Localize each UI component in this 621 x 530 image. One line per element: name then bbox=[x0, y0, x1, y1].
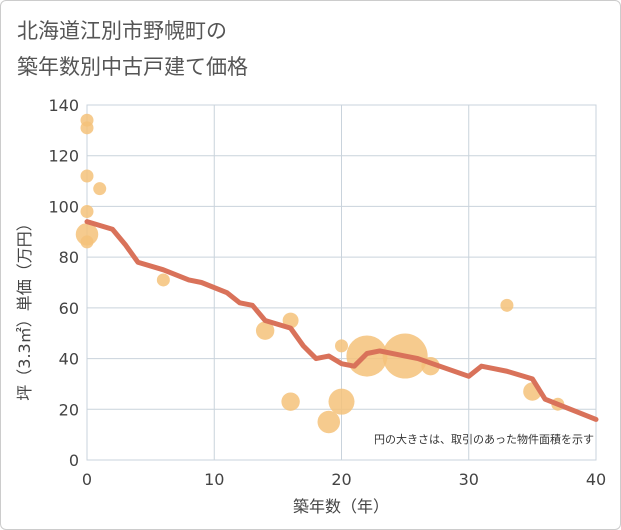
x-tick-label: 40 bbox=[586, 470, 606, 489]
scatter-point bbox=[281, 392, 300, 411]
chart-title-line-1: 北海道江別市野幌町の bbox=[17, 19, 227, 43]
scatter-point bbox=[156, 273, 170, 287]
x-tick-label: 10 bbox=[204, 470, 224, 489]
scatter-point bbox=[80, 169, 94, 183]
scatter-point bbox=[80, 235, 94, 249]
y-tick-label: 140 bbox=[48, 96, 79, 115]
y-tick-label: 60 bbox=[59, 299, 79, 318]
y-tick-label: 0 bbox=[69, 451, 79, 470]
scatter-point bbox=[500, 298, 514, 312]
x-axis-label: 築年数（年） bbox=[293, 497, 389, 516]
y-tick-label: 20 bbox=[59, 400, 79, 419]
x-tick-label: 30 bbox=[459, 470, 479, 489]
x-tick-label: 20 bbox=[331, 470, 351, 489]
scatter-point bbox=[328, 388, 355, 415]
y-tick-label: 120 bbox=[48, 147, 79, 166]
scatter-point bbox=[80, 121, 94, 135]
y-tick-label: 100 bbox=[48, 197, 79, 216]
scatter-point bbox=[335, 339, 348, 353]
scatter-point bbox=[255, 321, 275, 340]
chart-title-line-2: 築年数別中古戸建て価格 bbox=[17, 55, 248, 79]
scatter-point bbox=[80, 205, 94, 218]
y-tick-label: 80 bbox=[59, 248, 79, 267]
chart-title: 北海道江別市野幌町の 築年数別中古戸建て価格 bbox=[17, 13, 248, 85]
x-tick-label: 0 bbox=[82, 470, 92, 489]
trend-line-group bbox=[84, 219, 599, 422]
scatter-points bbox=[75, 113, 565, 434]
y-tick-label: 40 bbox=[59, 350, 79, 369]
tick-labels: 0 10 20 30 40 0 20 40 60 80 100 120 140 bbox=[48, 96, 606, 489]
scatter-point bbox=[93, 182, 107, 196]
trend-line bbox=[84, 219, 599, 422]
size-note: 円の大きさは、取引のあった物件面積を示す bbox=[374, 432, 594, 446]
scatter-point bbox=[317, 410, 341, 434]
y-axis-label: 坪（3.3㎡）単価（万円） bbox=[15, 215, 34, 400]
